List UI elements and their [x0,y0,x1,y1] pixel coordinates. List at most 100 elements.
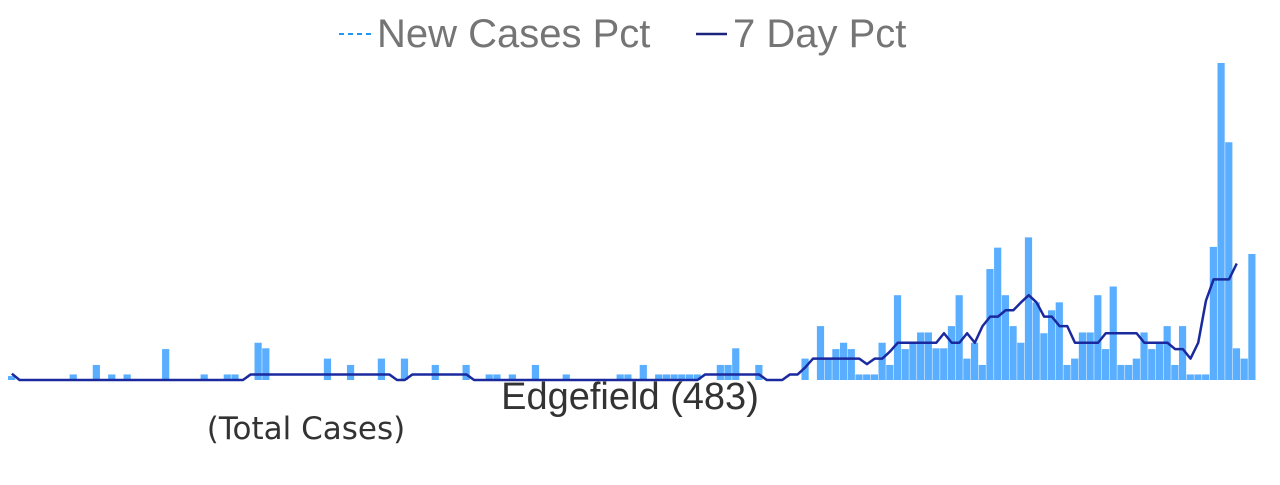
bar-series-new-cases [8,63,1256,380]
bar-32 [254,342,262,380]
bar-134 [1040,333,1048,380]
bar-133 [1032,302,1040,380]
bar-129 [1001,295,1009,380]
bar-87 [678,374,686,380]
bar-85 [662,374,671,380]
bar-148 [1148,349,1156,380]
bar-51 [400,358,409,380]
bar-97 [755,364,763,380]
bar-108 [840,342,848,380]
bar-92 [716,364,724,380]
bar-144 [1117,364,1125,380]
bar-151 [1171,364,1179,380]
bar-157 [1217,63,1225,380]
bar-152 [1178,326,1187,380]
bar-136 [1055,302,1063,380]
bar-63 [493,374,501,380]
bar-155 [1202,374,1210,380]
bar-28 [223,374,231,380]
bar-13 [108,374,116,380]
bar-44 [346,364,355,380]
bar-48 [377,358,385,380]
bar-55 [431,364,439,380]
bar-149 [1155,342,1164,380]
bar-117 [909,342,917,380]
plot-area [8,63,1256,382]
bar-118 [917,332,925,380]
bar-105 [816,326,825,380]
bar-142 [1101,349,1110,380]
bar-111 [863,374,871,380]
bar-84 [655,374,663,380]
bar-68 [531,364,540,380]
bar-25 [200,374,208,380]
bar-8 [69,374,77,380]
bar-112 [870,374,879,380]
bar-93 [724,364,732,380]
line-7-day-pct [11,262,1238,382]
bar-156 [1209,246,1217,380]
bar-106 [824,358,832,380]
bar-147 [1140,332,1148,380]
bar-107 [832,349,840,380]
bar-119 [924,332,932,380]
legend-new-cases-label: New Cases Pct [377,12,650,56]
bar-139 [1078,332,1087,380]
bar-145 [1125,364,1133,380]
bar-132 [1024,237,1033,380]
bar-65 [508,374,516,380]
bar-110 [855,374,863,380]
bar-89 [693,374,701,380]
chart-subtitle: (Total Cases) [207,411,405,447]
bar-150 [1163,326,1171,380]
bar-115 [893,295,902,380]
bar-11 [92,364,100,380]
bar-159 [1232,348,1241,380]
bar-161 [1248,253,1256,380]
bar-20 [162,349,170,380]
chart-legend: New Cases Pct 7 Day Pct [339,12,906,56]
bar-153 [1186,374,1194,380]
bar-72 [562,374,570,380]
bar-127 [986,269,994,380]
line-series-7-day [11,262,1238,382]
bar-59 [462,364,470,380]
bar-130 [1009,326,1017,380]
bar-158 [1225,142,1233,380]
bar-0 [8,376,16,380]
bar-113 [878,342,886,380]
bar-62 [485,374,493,380]
bar-123 [955,295,963,380]
bar-140 [1086,332,1094,380]
bar-29 [231,374,239,380]
bar-109 [847,349,855,380]
chart-title: Edgefield (483) [501,376,759,418]
bar-82 [639,364,647,380]
bar-160 [1240,358,1248,380]
bar-103 [801,358,809,380]
bar-146 [1132,358,1140,380]
bar-41 [323,358,332,380]
bar-116 [901,349,909,380]
bar-128 [994,247,1002,380]
bar-94 [732,348,740,380]
bar-120 [932,348,940,380]
bar-80 [624,374,632,380]
bar-154 [1194,374,1202,380]
bar-138 [1071,358,1079,380]
bar-88 [685,374,694,380]
bar-135 [1048,310,1056,380]
bar-131 [1017,342,1025,380]
bar-137 [1063,364,1071,380]
bar-122 [947,326,956,380]
bar-86 [670,374,678,380]
bar-79 [616,374,624,380]
bar-121 [940,348,948,380]
bar-125 [970,342,979,380]
bar-124 [963,358,971,380]
bar-141 [1094,295,1102,380]
bar-33 [262,348,270,380]
bar-126 [978,364,986,380]
bar-114 [886,364,894,380]
